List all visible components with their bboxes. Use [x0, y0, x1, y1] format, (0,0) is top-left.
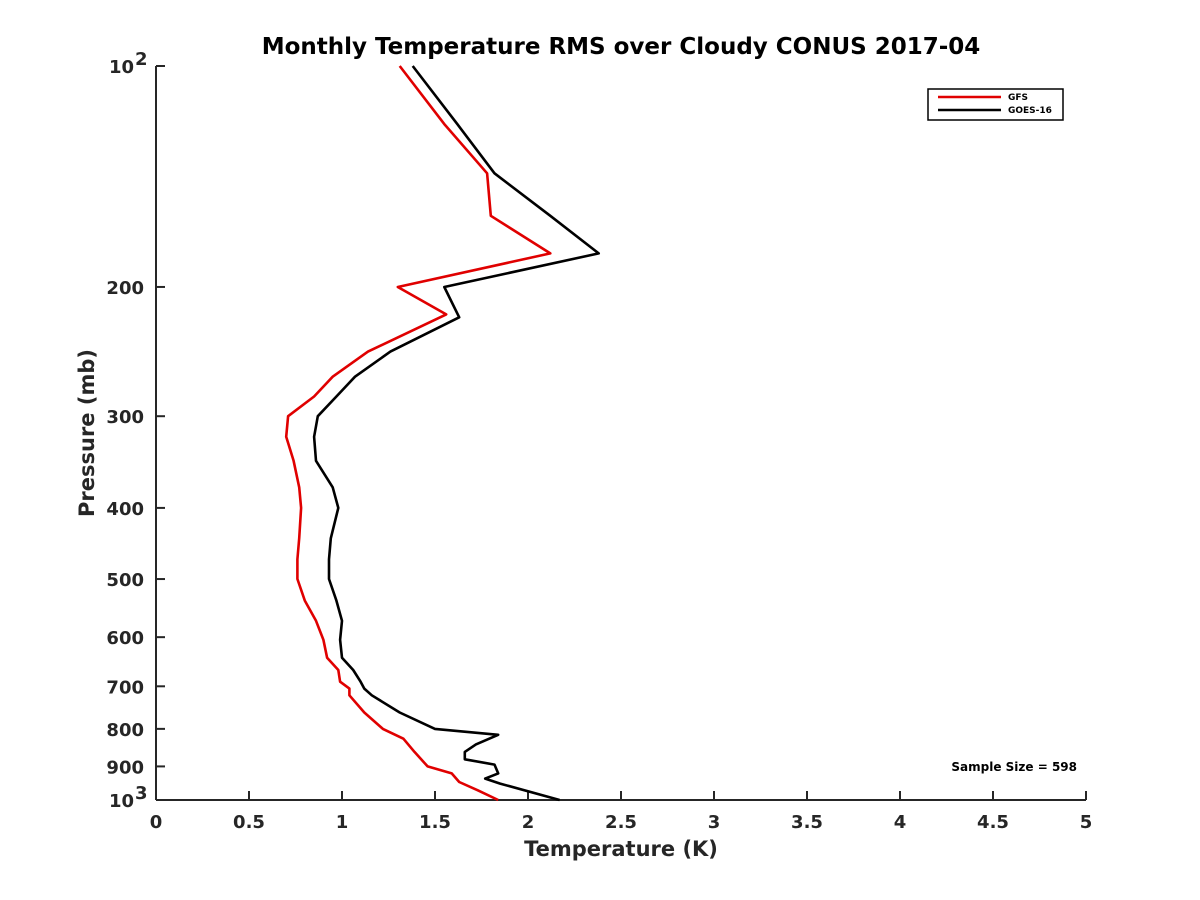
x-tick-label: 3: [708, 812, 721, 833]
series-line-goes-16: [312, 65, 601, 802]
legend: GFS GOES-16: [927, 88, 1064, 121]
x-tick-label: 3.5: [791, 812, 823, 833]
y-tick-exponent: 3: [135, 783, 148, 804]
y-tick-label: 300: [106, 407, 144, 428]
y-tick-label: 500: [106, 570, 144, 591]
x-tick-label: 0.5: [233, 812, 265, 833]
y-tick-label: 800: [106, 720, 144, 741]
sample-size-annotation: Sample Size = 598: [951, 760, 1077, 774]
y-tick-label: 200: [106, 278, 144, 299]
y-tick-label: 10: [109, 57, 134, 78]
y-tick-label: 10: [109, 791, 134, 812]
legend-box: [927, 88, 1064, 121]
x-tick-label: 1.5: [419, 812, 451, 833]
x-tick-label: 4.5: [977, 812, 1009, 833]
y-tick-label: 700: [106, 677, 144, 698]
x-tick-label: 2.5: [605, 812, 637, 833]
y-tick-label: 400: [106, 499, 144, 520]
series-line-gfs: [284, 65, 552, 802]
x-tick-label: 5: [1080, 812, 1093, 833]
y-tick-label: 900: [106, 757, 144, 778]
x-tick-label: 4: [894, 812, 907, 833]
x-tick-label: 1: [336, 812, 349, 833]
plot-area: 0 0.5 1 1.5 2 2.5 3 3.5 4 4.5 5 10 2200300400500600…: [106, 49, 1092, 833]
y-axis-label: Pressure (mb): [75, 349, 99, 517]
series-lines: [284, 65, 601, 802]
x-tick-label: 0: [150, 812, 163, 833]
chart-title: Monthly Temperature RMS over Cloudy CONU…: [262, 34, 981, 60]
y-tick-exponent: 2: [135, 49, 148, 70]
legend-label-gfs: GFS: [1008, 93, 1028, 103]
y-tick-label: 600: [106, 628, 144, 649]
x-ticks: 0 0.5 1 1.5 2 2.5 3 3.5 4 4.5 5: [150, 791, 1093, 833]
x-tick-label: 2: [522, 812, 535, 833]
legend-label-goes-16: GOES-16: [1008, 106, 1052, 116]
x-axis-label: Temperature (K): [524, 837, 718, 861]
